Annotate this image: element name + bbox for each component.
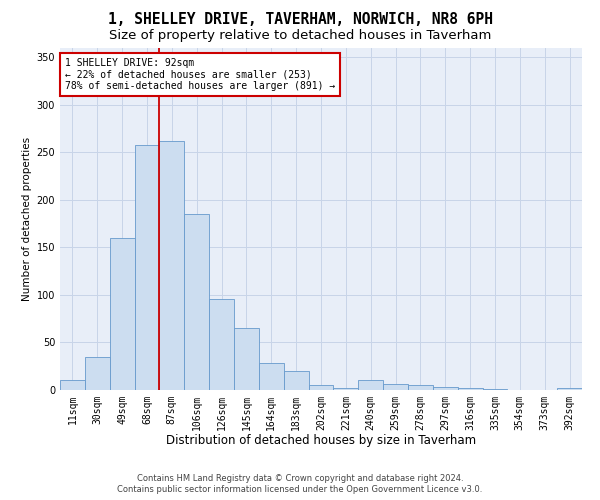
Bar <box>458 388 482 390</box>
Bar <box>85 356 110 390</box>
Bar <box>358 380 383 390</box>
Bar <box>408 385 433 390</box>
Bar <box>557 388 582 390</box>
Text: Contains HM Land Registry data © Crown copyright and database right 2024.
Contai: Contains HM Land Registry data © Crown c… <box>118 474 482 494</box>
Bar <box>284 371 308 390</box>
Bar <box>160 140 184 390</box>
Bar <box>308 385 334 390</box>
Y-axis label: Number of detached properties: Number of detached properties <box>22 136 32 301</box>
Bar <box>334 388 358 390</box>
Bar <box>433 387 458 390</box>
Text: 1 SHELLEY DRIVE: 92sqm
← 22% of detached houses are smaller (253)
78% of semi-de: 1 SHELLEY DRIVE: 92sqm ← 22% of detached… <box>65 58 335 91</box>
Bar <box>134 144 160 390</box>
Text: Size of property relative to detached houses in Taverham: Size of property relative to detached ho… <box>109 29 491 42</box>
Bar <box>60 380 85 390</box>
Bar <box>209 298 234 390</box>
Bar <box>482 389 508 390</box>
Bar <box>234 328 259 390</box>
Bar <box>110 238 134 390</box>
Bar <box>259 364 284 390</box>
Text: 1, SHELLEY DRIVE, TAVERHAM, NORWICH, NR8 6PH: 1, SHELLEY DRIVE, TAVERHAM, NORWICH, NR8… <box>107 12 493 28</box>
X-axis label: Distribution of detached houses by size in Taverham: Distribution of detached houses by size … <box>166 434 476 448</box>
Bar <box>184 214 209 390</box>
Bar <box>383 384 408 390</box>
